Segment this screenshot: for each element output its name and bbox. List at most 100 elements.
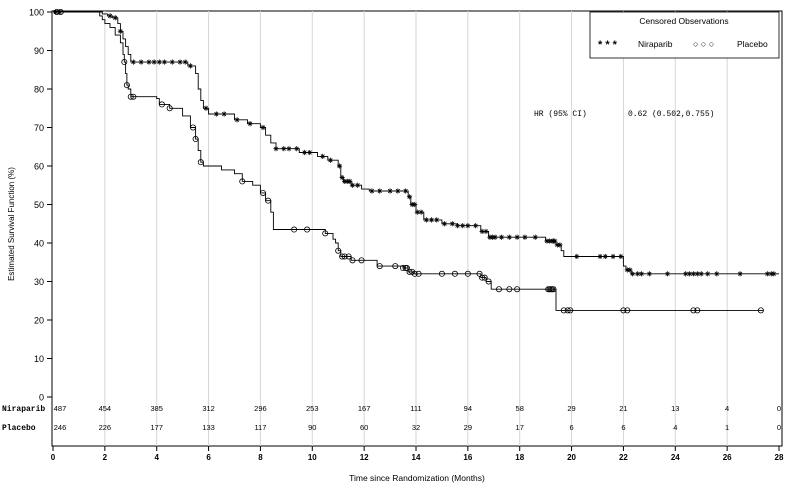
censor-marker xyxy=(415,270,422,277)
censor-marker xyxy=(495,286,502,293)
censor-marker xyxy=(151,59,157,65)
risk-count: 6 xyxy=(569,423,573,432)
censor-marker xyxy=(377,188,383,194)
censor-marker xyxy=(683,271,689,277)
censor-marker xyxy=(260,124,266,131)
y-axis: 0 10 20 30 40 50 60 70 80 90 100 xyxy=(29,8,52,403)
censor-marker xyxy=(411,270,418,277)
legend-title: Censored Observations xyxy=(639,16,728,26)
risk-count: 13 xyxy=(671,404,679,413)
risk-table: Niraparib 487 454 385 312 296 253 167 111 94 58 29 2… xyxy=(2,404,781,433)
censor-marker xyxy=(664,271,671,277)
censor-marker xyxy=(177,59,183,65)
hr-annotation-value: 0.62 (0.502,0.755) xyxy=(628,110,714,119)
censor-marker xyxy=(705,271,711,277)
survival-curves xyxy=(52,8,779,314)
censor-marker xyxy=(574,253,580,260)
censor-marker xyxy=(341,253,348,260)
censor-marker xyxy=(567,307,574,314)
risk-count: 177 xyxy=(150,423,163,432)
risk-count: 4 xyxy=(673,423,677,432)
risk-count: 94 xyxy=(464,404,472,413)
risk-count: 17 xyxy=(516,423,524,432)
risk-count: 0 xyxy=(777,404,781,413)
x-tick-label: 18 xyxy=(515,453,524,462)
y-tick-label: 10 xyxy=(34,354,44,364)
x-tick-label: 22 xyxy=(619,453,628,462)
censor-marker xyxy=(347,178,353,184)
censor-marker xyxy=(294,146,300,152)
hr-annotation-label: HR (95% CI) xyxy=(534,110,587,119)
censor-marker xyxy=(483,228,489,235)
censor-marker xyxy=(757,307,764,314)
censor-marker xyxy=(53,8,60,15)
censor-marker xyxy=(156,59,162,65)
risk-count: 29 xyxy=(567,404,575,413)
censor-marker xyxy=(197,159,204,166)
censor-marker xyxy=(349,182,356,188)
censor-marker xyxy=(260,189,267,196)
risk-count: 487 xyxy=(54,404,67,413)
censor-marker xyxy=(451,270,458,277)
censor-marker xyxy=(506,286,513,293)
censor-marker xyxy=(112,15,118,21)
risk-row-label: Placebo xyxy=(2,424,36,433)
censor-marker xyxy=(522,234,528,240)
risk-count: 6 xyxy=(621,423,625,432)
censor-marker xyxy=(301,149,308,156)
x-axis-title: Time since Randomization (Months) xyxy=(349,473,485,483)
censor-marker xyxy=(273,146,279,152)
censor-marker xyxy=(441,221,448,227)
censor-marker xyxy=(552,238,558,244)
censor-marker xyxy=(335,247,342,254)
risk-count: 4 xyxy=(725,404,729,413)
censor-marker xyxy=(291,226,298,233)
censor-marker xyxy=(355,182,361,188)
censor-marker xyxy=(506,234,512,240)
y-tick-label: 100 xyxy=(29,8,44,18)
x-axis: 0 2 4 6 8 10 12 14 16 18 20 22 24 26 28 xyxy=(51,446,784,462)
risk-count: 60 xyxy=(360,423,368,432)
censor-marker xyxy=(438,270,445,277)
censor-marker xyxy=(560,307,567,314)
censor-marker xyxy=(602,253,608,260)
censor-marker xyxy=(392,263,399,270)
censor-marker xyxy=(320,153,326,159)
censor-marker xyxy=(336,163,343,169)
censor-marker xyxy=(169,59,175,65)
censor-marker xyxy=(304,226,311,233)
censor-marker xyxy=(481,274,488,281)
censor-marker xyxy=(624,307,631,314)
censor-marker xyxy=(339,174,345,181)
censor-marker xyxy=(465,223,471,229)
censor-marker xyxy=(473,223,479,229)
censor-marker xyxy=(138,59,144,65)
risk-count: 58 xyxy=(516,404,524,413)
censor-marker xyxy=(190,124,197,131)
censor-marker xyxy=(406,194,413,200)
censor-marker xyxy=(107,13,113,19)
censor-marker xyxy=(454,223,461,229)
censor-marker xyxy=(161,59,168,65)
censor-marker xyxy=(460,223,466,229)
legend: Censored Observations * * * Niraparib ○ … xyxy=(589,11,780,59)
censor-marker xyxy=(412,201,418,208)
y-tick-label: 90 xyxy=(34,46,44,56)
censor-marker xyxy=(428,217,435,223)
censor-marker xyxy=(403,188,409,194)
y-tick-label: 30 xyxy=(34,277,44,287)
censor-marker xyxy=(121,59,128,66)
censor-marker xyxy=(286,146,292,152)
censor-marker xyxy=(127,93,134,100)
x-tick-label: 12 xyxy=(360,453,369,462)
censor-marker xyxy=(123,82,130,89)
y-axis-title: Estimated Survival Function (%) xyxy=(7,167,16,281)
censor-marker xyxy=(514,234,520,240)
censor-marker xyxy=(395,188,401,194)
censor-marker xyxy=(485,278,492,285)
censor-marker xyxy=(182,59,188,65)
censor-marker xyxy=(406,268,413,275)
legend-niraparib-marker: * * * xyxy=(598,39,618,51)
censor-marker xyxy=(146,59,152,65)
